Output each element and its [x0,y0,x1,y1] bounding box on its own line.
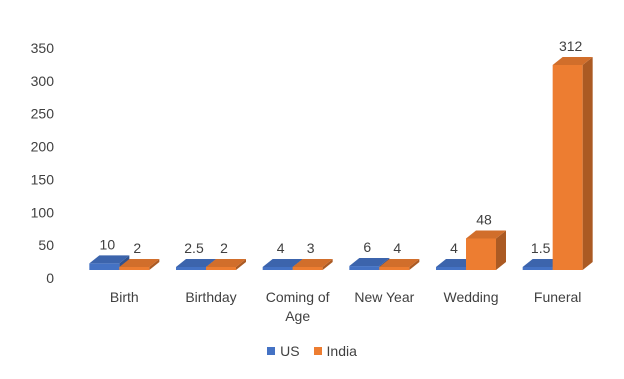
bar-us-top [349,258,390,267]
bar-india-top [379,259,420,267]
bar-india-top [206,259,246,267]
data-label: 2.5 [184,240,204,256]
legend-label-india: India [326,343,357,359]
data-label: 2 [133,240,141,256]
x-category-label: New Year [354,289,414,305]
bar-india-top [466,230,506,239]
data-label: 3 [307,240,315,256]
data-label: 4 [393,240,401,256]
legend-swatch-us [267,347,276,355]
legend-swatch-india [313,347,322,355]
bar-us-top [262,259,303,267]
bar-india-front [292,267,323,270]
legend-item-us: US [267,343,300,359]
data-label: 1.5 [531,240,551,256]
y-tick-label: 150 [31,171,55,187]
x-category-label: Birth [110,289,139,305]
data-label: 2 [220,240,228,256]
bar-india-front [379,267,410,270]
data-label: 10 [100,236,116,252]
bar-india-side [409,259,420,270]
chart-legend: US India [0,343,624,359]
bar-us-top [89,255,130,264]
bar-us-front [176,267,206,270]
bar-india-side [236,259,246,270]
bar-india-side [149,259,160,270]
data-label: 48 [476,211,492,227]
y-tick-label: 50 [38,237,54,253]
data-label: 312 [559,38,583,54]
x-category-label: Coming of [266,289,330,305]
bar-india-front [466,238,496,270]
y-tick-label: 300 [31,73,55,89]
y-tick-label: 0 [46,270,54,286]
bar-india-side [582,56,593,270]
x-category-label: Wedding [443,289,498,305]
x-category-label: Age [285,308,310,324]
bar-india-top [292,259,333,267]
data-label: 6 [363,239,371,255]
bar-us-front [436,267,466,270]
y-tick-label: 350 [31,40,55,56]
bar-india-top [552,56,593,65]
bar-india-front [206,267,236,270]
bar-us-front [522,267,553,270]
bar-india-side [322,259,333,270]
y-tick-label: 250 [31,106,55,122]
bar-us-front [262,267,293,270]
y-tick-label: 200 [31,139,55,155]
chart-plot: 0 50 100 150 200 250 300 350 10 2.5 4 6 4 1.5 2 2 3 4 48 31… [31,38,593,324]
y-tick-label: 100 [31,204,55,220]
data-label: 4 [450,240,458,256]
x-category-label: Funeral [534,289,581,305]
bar-us-front [349,266,380,270]
x-category-label: Birthday [185,289,236,305]
bar-india-top [119,259,160,267]
data-label: 4 [277,240,285,256]
bar-us-top [176,259,216,267]
bar-india-front [552,64,583,270]
legend-item-india: India [313,343,357,359]
bar-india-side [496,230,506,270]
bar-india-front [119,267,150,270]
legend-label-us: US [280,343,300,359]
bar-us-front [89,263,120,270]
